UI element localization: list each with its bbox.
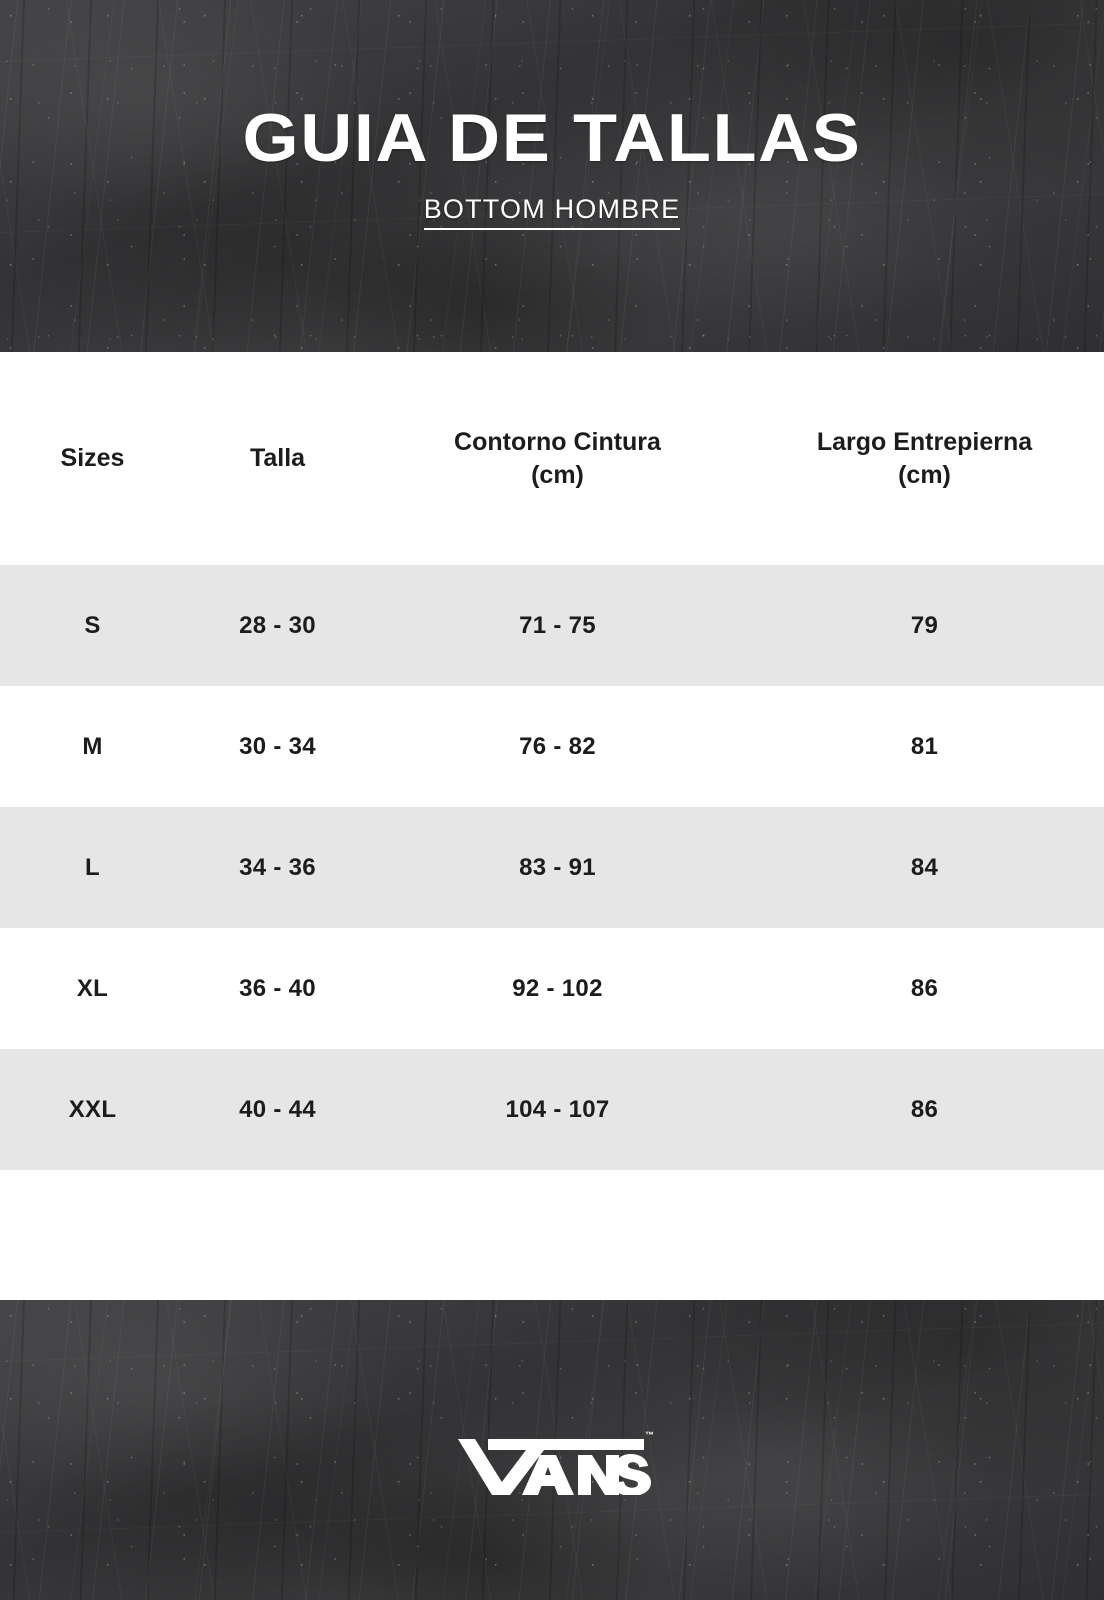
- table-row: XXL 40 - 44 104 - 107 86: [0, 1049, 1104, 1170]
- table-row: XL 36 - 40 92 - 102 86: [0, 928, 1104, 1049]
- cell-size: L: [0, 807, 185, 928]
- cell-waist: 76 - 82: [370, 686, 745, 807]
- cell-talla: 28 - 30: [185, 565, 370, 686]
- column-header-talla-label: Talla: [249, 444, 306, 472]
- column-header-inseam-unit: (cm): [898, 460, 951, 489]
- cell-waist: 83 - 91: [370, 807, 745, 928]
- cell-talla: 40 - 44: [185, 1049, 370, 1170]
- cell-waist: 92 - 102: [370, 928, 745, 1049]
- page-title: GUIA DE TALLAS: [242, 100, 862, 176]
- footer-band: ™: [0, 1300, 1104, 1600]
- cell-talla: 30 - 34: [185, 686, 370, 807]
- header-content: GUIA DE TALLAS BOTTOM HOMBRE: [0, 0, 1104, 230]
- column-header-sizes-label: Sizes: [60, 444, 125, 472]
- cell-size: S: [0, 565, 185, 686]
- cell-inseam: 84: [745, 807, 1104, 928]
- table-row: S 28 - 30 71 - 75 79: [0, 565, 1104, 686]
- column-header-inseam: Largo Entrepierna (cm): [745, 352, 1104, 565]
- column-header-inseam-label: Largo Entrepierna: [816, 427, 1033, 456]
- column-header-waist-label: Contorno Cintura: [454, 427, 661, 456]
- column-header-waist: Contorno Cintura (cm): [370, 352, 745, 565]
- header-band: GUIA DE TALLAS BOTTOM HOMBRE: [0, 0, 1104, 352]
- column-header-talla: Talla: [185, 352, 370, 565]
- cell-size: XL: [0, 928, 185, 1049]
- footer-content: ™: [0, 1300, 1104, 1600]
- cell-talla: 36 - 40: [185, 928, 370, 1049]
- column-header-sizes: Sizes: [0, 352, 185, 565]
- cell-inseam: 86: [745, 928, 1104, 1049]
- cell-size: XXL: [0, 1049, 185, 1170]
- cell-waist: 71 - 75: [370, 565, 745, 686]
- cell-waist: 104 - 107: [370, 1049, 745, 1170]
- table-header: Sizes Talla Contorno Cintura (cm) Largo …: [0, 352, 1104, 565]
- table-row: L 34 - 36 83 - 91 84: [0, 807, 1104, 928]
- cell-talla: 34 - 36: [185, 807, 370, 928]
- size-table-grid: Sizes Talla Contorno Cintura (cm) Largo …: [0, 352, 1104, 1170]
- cell-inseam: 86: [745, 1049, 1104, 1170]
- column-header-waist-unit: (cm): [531, 460, 584, 489]
- cell-inseam: 81: [745, 686, 1104, 807]
- vans-logo: ™: [448, 1409, 656, 1495]
- trademark-symbol: ™: [645, 1430, 654, 1440]
- size-chart-table: Sizes Talla Contorno Cintura (cm) Largo …: [0, 352, 1104, 1170]
- table-row: M 30 - 34 76 - 82 81: [0, 686, 1104, 807]
- cell-size: M: [0, 686, 185, 807]
- page-subtitle: BOTTOM HOMBRE: [423, 194, 681, 230]
- table-header-row: Sizes Talla Contorno Cintura (cm) Largo …: [0, 352, 1104, 565]
- table-body: S 28 - 30 71 - 75 79 M 30 - 34 76 - 82 8…: [0, 565, 1104, 1170]
- cell-inseam: 79: [745, 565, 1104, 686]
